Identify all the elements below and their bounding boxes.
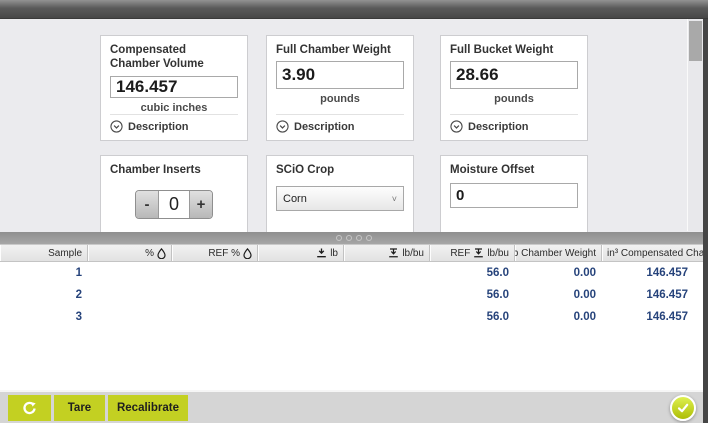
sample-table-body: 1 56.0 0.00 146.457 2 56.0 0.00 146.457 … (0, 262, 708, 392)
stepper-increment-button[interactable]: + (190, 191, 212, 219)
column-header-ref-lb-bu: REF lb/bu (430, 245, 515, 261)
column-label: % (145, 247, 154, 259)
card-title: Moisture Offset (450, 164, 535, 176)
column-label: in³ Compensated Cham (607, 247, 708, 259)
column-label: REF (450, 247, 471, 259)
card-title: Compensated Chamber Volume (110, 44, 204, 71)
description-label: Description (294, 120, 355, 133)
droplet-icon (157, 247, 166, 259)
unit-label: pounds (494, 93, 534, 106)
column-label: lb/bu (487, 247, 509, 259)
column-label: lb Chamber Weight (515, 247, 596, 259)
page-indicator (0, 232, 708, 241)
full-chamber-weight-input[interactable]: 3.90 (276, 61, 404, 90)
scrollbar-thumb[interactable] (689, 21, 702, 61)
full-bucket-weight-input[interactable]: 28.66 (450, 61, 578, 90)
card-full-bucket-weight: Full Bucket Weight 28.66 pounds Descript… (440, 35, 588, 141)
description-label: Description (128, 120, 189, 133)
scio-crop-select[interactable]: Corn ˅ (276, 186, 404, 212)
cell-sample: 3 (75, 311, 82, 323)
recalibrate-button[interactable]: Recalibrate (108, 395, 188, 421)
unit-label: cubic inches (140, 102, 208, 114)
title-bar (0, 0, 708, 19)
card-compensated-chamber-volume: Compensated Chamber Volume 146.457 cubic… (100, 35, 248, 141)
column-header-compensated-chamber: in³ Compensated Cham (602, 245, 708, 261)
pager-bar (0, 232, 708, 245)
page-indicator-dot[interactable] (336, 235, 342, 241)
card-title: Chamber Inserts (110, 164, 201, 176)
description-label: Description (468, 120, 529, 133)
cell-lb-chamber-weight: 0.00 (573, 311, 596, 323)
circular-arrow-icon (23, 401, 36, 414)
column-header-lb-chamber-weight: lb Chamber Weight (515, 245, 602, 261)
tare-button[interactable]: Tare (54, 395, 105, 421)
table-row[interactable]: 1 56.0 0.00 146.457 (0, 262, 708, 284)
sample-table-header: Sample % REF % lb lb/bu REF lb/bu lb Cha… (0, 245, 708, 262)
check-icon (677, 403, 689, 413)
table-row[interactable]: 2 56.0 0.00 146.457 (0, 284, 708, 306)
window-right-edge (703, 18, 708, 423)
compensated-chamber-volume-input[interactable]: 146.457 (110, 75, 238, 98)
column-label: lb (330, 247, 338, 259)
description-expander[interactable]: Description (450, 114, 578, 133)
column-header-moisture: % (88, 245, 172, 261)
cell-compensated-chamber: 146.457 (646, 289, 688, 301)
column-header-lb-bu: lb/bu (344, 245, 430, 261)
chevron-down-circle-icon (110, 120, 123, 133)
vertical-scrollbar[interactable] (687, 19, 703, 231)
settings-panel: Compensated Chamber Volume 146.457 cubic… (0, 18, 708, 232)
scio-crop-selected-value: Corn (283, 192, 307, 205)
weight-down-icon (317, 248, 327, 258)
card-full-chamber-weight: Full Chamber Weight 3.90 pounds Descript… (266, 35, 414, 141)
page-indicator-dot[interactable] (346, 235, 352, 241)
cell-ref-lb-bu: 56.0 (486, 267, 509, 279)
cell-sample: 2 (75, 289, 82, 301)
page-indicator-dot[interactable] (356, 235, 362, 241)
description-expander[interactable]: Description (110, 114, 238, 133)
card-title: SCiO Crop (276, 164, 335, 176)
cell-ref-lb-bu: 56.0 (486, 289, 509, 301)
chamber-inserts-stepper: - 0 + (135, 190, 213, 220)
test-weight-icon (389, 248, 399, 258)
table-row[interactable]: 3 56.0 0.00 146.457 (0, 306, 708, 328)
cell-lb-chamber-weight: 0.00 (573, 289, 596, 301)
cell-ref-lb-bu: 56.0 (486, 311, 509, 323)
card-title: Full Chamber Weight (276, 44, 391, 56)
moisture-offset-input[interactable]: 0 (450, 183, 578, 209)
column-header-lb: lb (258, 245, 344, 261)
card-title: Full Bucket Weight (450, 44, 554, 56)
refresh-button[interactable] (8, 395, 51, 421)
stepper-decrement-button[interactable]: - (136, 191, 158, 219)
chevron-down-circle-icon (276, 120, 289, 133)
page-indicator-dot[interactable] (366, 235, 372, 241)
cell-compensated-chamber: 146.457 (646, 311, 688, 323)
confirm-button[interactable] (670, 395, 696, 421)
droplet-icon (243, 247, 252, 259)
column-header-sample: Sample (0, 245, 88, 261)
unit-label: pounds (320, 93, 360, 106)
description-expander[interactable]: Description (276, 114, 404, 133)
test-weight-icon (474, 248, 484, 258)
column-label: REF % (208, 247, 240, 259)
chevron-down-circle-icon (450, 120, 463, 133)
column-header-ref-moisture: REF % (172, 245, 258, 261)
column-label: lb/bu (402, 247, 424, 259)
cell-sample: 1 (75, 267, 82, 279)
column-label: Sample (48, 247, 82, 259)
card-moisture-offset: Moisture Offset 0 (440, 155, 588, 232)
card-scio-crop: SCiO Crop Corn ˅ (266, 155, 414, 232)
cell-lb-chamber-weight: 0.00 (573, 267, 596, 279)
chamber-inserts-value[interactable]: 0 (158, 191, 190, 219)
footer-bar: Tare Recalibrate (0, 390, 708, 423)
cell-compensated-chamber: 146.457 (646, 267, 688, 279)
chevron-down-icon: ˅ (391, 193, 397, 204)
card-chamber-inserts: Chamber Inserts - 0 + (100, 155, 248, 232)
